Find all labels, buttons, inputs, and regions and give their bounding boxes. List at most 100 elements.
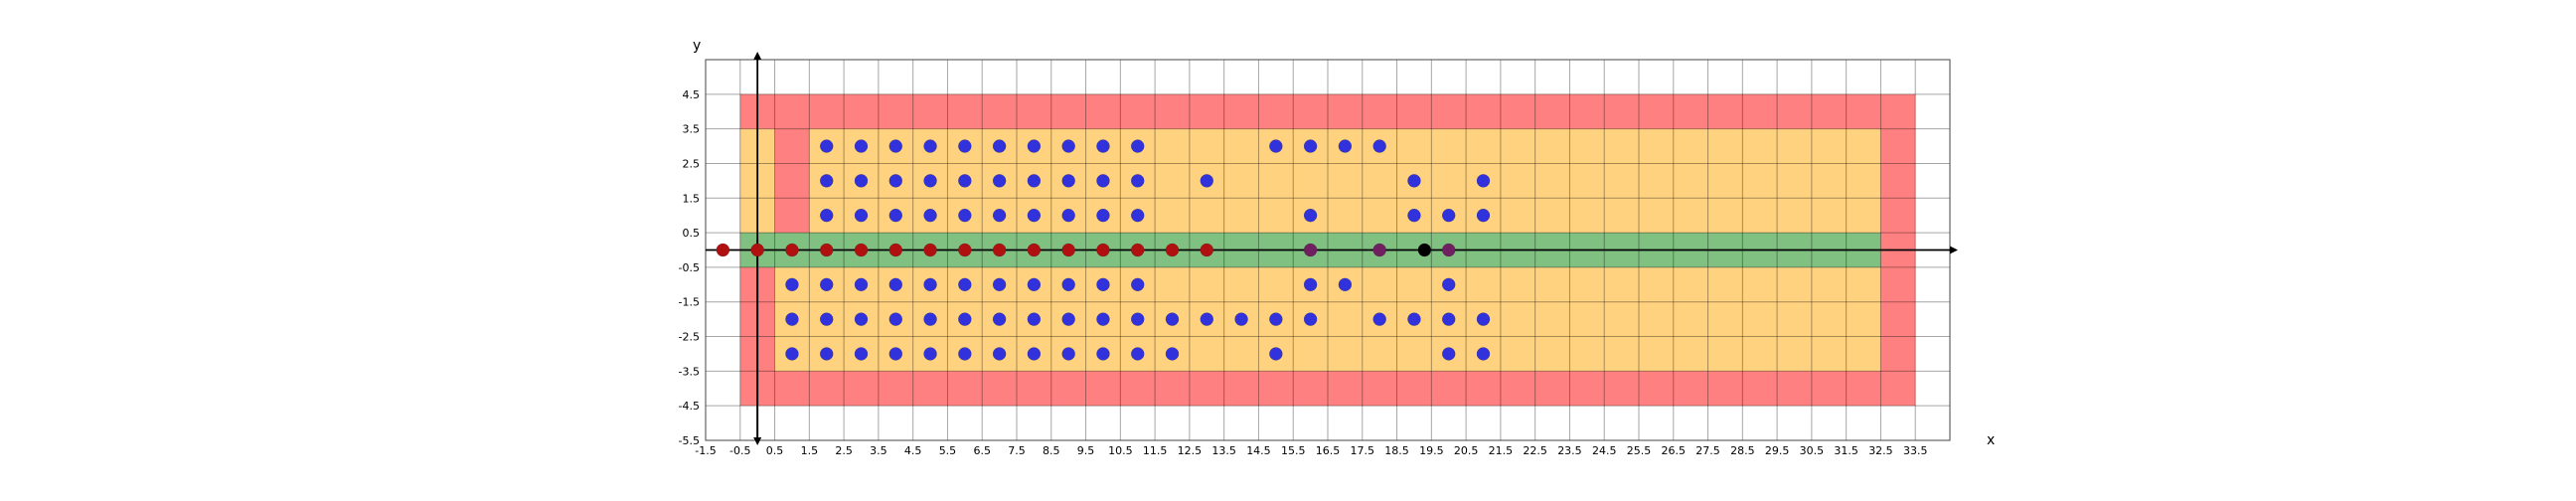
x-tick-label: 21.5: [1489, 444, 1514, 457]
point-s0-65: [1130, 312, 1145, 326]
point-s0-36: [1130, 208, 1145, 223]
point-s1-11: [1096, 243, 1110, 257]
y-tick-label: -2.5: [679, 331, 700, 344]
point-s0-31: [958, 208, 972, 223]
x-tick-label: 10.5: [1108, 444, 1133, 457]
point-s0-20: [1027, 174, 1042, 188]
point-s0-23: [1130, 174, 1145, 188]
point-s0-43: [854, 277, 869, 292]
point-s0-33: [1027, 208, 1042, 223]
point-s0-75: [785, 347, 799, 361]
point-s0-38: [1407, 208, 1421, 223]
point-s0-21: [1061, 174, 1075, 188]
point-s0-0: [819, 139, 834, 153]
point-s1-1: [750, 243, 764, 257]
point-s0-7: [1061, 139, 1075, 153]
point-s1-9: [1027, 243, 1042, 257]
x-tick-label: 8.5: [1043, 444, 1060, 457]
point-s0-89: [1476, 347, 1491, 361]
point-s0-45: [923, 277, 937, 292]
point-s1-12: [1130, 243, 1145, 257]
point-s0-3: [923, 139, 937, 153]
point-s0-88: [1441, 347, 1456, 361]
y-tick-labels: 4.5 3.5 2.5 1.5 0.5 -0.5 -1.5 -2.5 -3.5 -4.5 -5.5: [679, 88, 700, 447]
x-tick-label: 28.5: [1730, 444, 1755, 457]
point-s0-69: [1269, 312, 1283, 326]
x-tick-label: 7.5: [1008, 444, 1026, 457]
y-tick-label: 1.5: [683, 192, 701, 205]
point-s0-84: [1096, 347, 1110, 361]
x-tick-label: 25.5: [1627, 444, 1652, 457]
point-s0-53: [1338, 277, 1353, 292]
x-tick-label: 19.5: [1419, 444, 1444, 457]
x-tick-label: 23.5: [1557, 444, 1582, 457]
point-s1-3: [819, 243, 834, 257]
point-s0-41: [785, 277, 799, 292]
x-tick-label: 16.5: [1316, 444, 1341, 457]
point-s0-67: [1200, 312, 1214, 326]
point-s0-42: [819, 277, 834, 292]
x-tick-label: 6.5: [973, 444, 991, 457]
x-tick-label: 22.5: [1523, 444, 1547, 457]
y-tick-label: -1.5: [679, 296, 700, 309]
x-tick-label: 0.5: [766, 444, 784, 457]
point-s0-14: [819, 174, 834, 188]
point-s0-82: [1027, 347, 1042, 361]
point-s0-48: [1027, 277, 1042, 292]
point-s0-71: [1372, 312, 1386, 326]
point-s1-10: [1061, 243, 1075, 257]
point-s1-7: [958, 243, 972, 257]
x-tick-label: 13.5: [1211, 444, 1236, 457]
point-s0-70: [1303, 312, 1318, 326]
x-tick-label: 1.5: [801, 444, 819, 457]
point-s1-0: [716, 243, 730, 257]
point-s1-6: [923, 243, 937, 257]
y-tick-label: 4.5: [683, 88, 701, 101]
point-s0-54: [1441, 277, 1456, 292]
points-layer: [716, 139, 1491, 361]
point-s0-29: [888, 208, 903, 223]
x-tick-label: 14.5: [1246, 444, 1271, 457]
point-s0-9: [1130, 139, 1145, 153]
point-s0-25: [1407, 174, 1421, 188]
point-s0-37: [1303, 208, 1318, 223]
point-s0-17: [923, 174, 937, 188]
point-s0-63: [1061, 312, 1075, 326]
x-tick-label: 18.5: [1384, 444, 1409, 457]
x-tick-label: 33.5: [1903, 444, 1928, 457]
x-tick-label: 2.5: [835, 444, 853, 457]
point-s0-79: [923, 347, 937, 361]
point-s0-74: [1476, 312, 1491, 326]
y-tick-label: 3.5: [683, 123, 701, 136]
point-s1-5: [888, 243, 903, 257]
x-axis-label: x: [1987, 432, 1995, 448]
point-s0-77: [854, 347, 869, 361]
point-s0-18: [958, 174, 972, 188]
point-s0-52: [1303, 277, 1318, 292]
x-tick-label: 30.5: [1800, 444, 1825, 457]
point-s0-1: [854, 139, 869, 153]
y-tick-label: 2.5: [683, 157, 701, 170]
point-s1-2: [785, 243, 799, 257]
x-tick-label: 31.5: [1834, 444, 1858, 457]
point-s0-57: [854, 312, 869, 326]
point-s0-4: [958, 139, 972, 153]
point-s1-14: [1200, 243, 1214, 257]
x-tick-label: 9.5: [1077, 444, 1095, 457]
point-s0-32: [992, 208, 1007, 223]
point-s0-16: [888, 174, 903, 188]
point-s0-81: [992, 347, 1007, 361]
point-s0-60: [958, 312, 972, 326]
point-s0-62: [1027, 312, 1042, 326]
point-s0-40: [1476, 208, 1491, 223]
point-s0-80: [958, 347, 972, 361]
point-s1-13: [1165, 243, 1180, 257]
point-s0-24: [1200, 174, 1214, 188]
point-s0-50: [1096, 277, 1110, 292]
point-s2-0: [1303, 243, 1318, 257]
point-s0-87: [1269, 347, 1283, 361]
point-s0-58: [888, 312, 903, 326]
y-tick-label: 0.5: [683, 227, 701, 240]
point-s0-61: [992, 312, 1007, 326]
